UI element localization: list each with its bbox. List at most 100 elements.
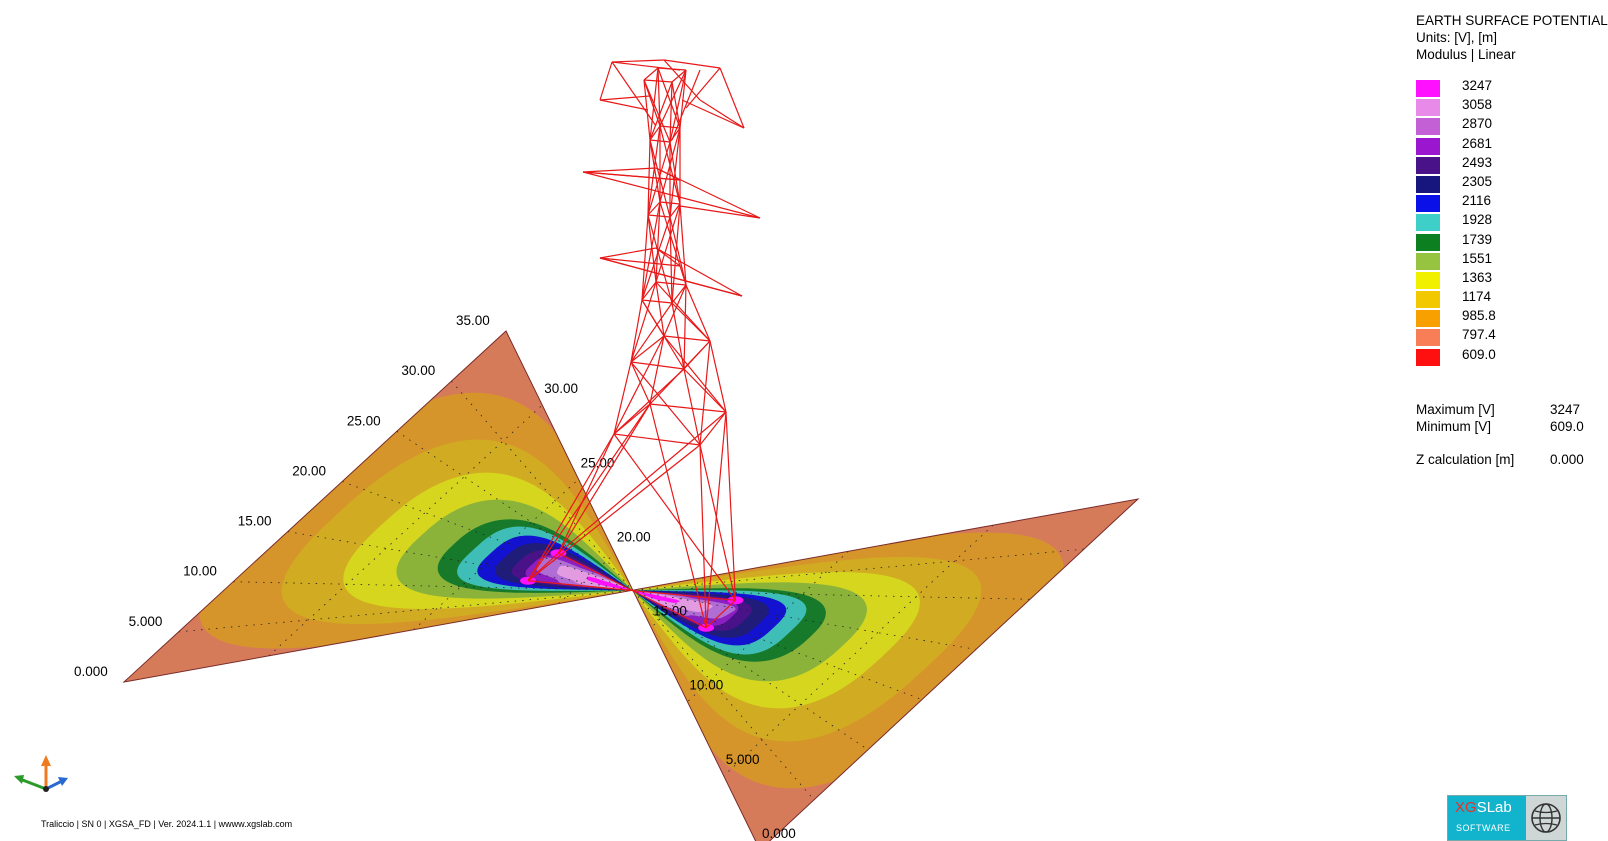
legend-levels: 3247 3058 2870 2681 2493 2305 2116 1928 1739 1551… xyxy=(1416,77,1602,366)
tower-member xyxy=(699,444,707,628)
y-tick-label: 0.000 xyxy=(74,664,108,679)
tower-member xyxy=(527,444,701,582)
globe-icon xyxy=(1526,796,1566,840)
tower-member xyxy=(641,299,665,337)
legend-row: 1928 xyxy=(1416,211,1602,232)
tower-member xyxy=(671,69,701,141)
legend-value: 1928 xyxy=(1462,212,1493,228)
stat-label: Maximum [V] xyxy=(1416,401,1495,417)
tower-member xyxy=(630,335,665,363)
legend-row: 797.4 xyxy=(1416,326,1602,347)
tower-member xyxy=(582,171,761,219)
grid-line xyxy=(396,430,869,751)
tower-member xyxy=(641,281,657,301)
tower-member xyxy=(649,335,665,405)
stat-value: 0.000 xyxy=(1550,451,1584,467)
legend-swatch xyxy=(1416,310,1440,328)
legend-value: 609.0 xyxy=(1462,346,1496,362)
tower-member xyxy=(705,411,727,628)
x-tick-label: 0.000 xyxy=(762,826,796,841)
tower-member xyxy=(709,340,727,413)
plate-outline xyxy=(122,330,1140,841)
legend-swatch xyxy=(1416,329,1440,347)
legend-stats: Maximum [V] 3247 Minimum [V] 609.0 Z calcula… xyxy=(1416,401,1602,468)
tower-member xyxy=(699,444,736,601)
tower-member xyxy=(649,125,661,141)
tower-member xyxy=(657,67,681,129)
tower-member xyxy=(630,299,643,363)
tower-member xyxy=(649,67,659,141)
tower-member xyxy=(655,201,661,283)
legend-row: 609.0 xyxy=(1416,346,1602,366)
tower-member xyxy=(679,203,687,286)
tower-member xyxy=(659,127,681,203)
legend-row: 3247 xyxy=(1416,77,1602,97)
y-tick-label: 20.00 xyxy=(292,463,326,478)
legend-row: 985.8 xyxy=(1416,307,1602,328)
legend-value: 2681 xyxy=(1462,135,1493,151)
legend-swatch xyxy=(1416,99,1440,117)
grid-line xyxy=(178,548,1085,633)
legend-row: 2305 xyxy=(1416,173,1602,193)
tower-member xyxy=(669,81,673,143)
tower-member xyxy=(699,411,727,446)
tower-member xyxy=(527,433,615,582)
tower-member xyxy=(641,216,671,301)
legend-title: EARTH SURFACE POTENTIAL xyxy=(1416,13,1608,28)
stat-label: Z calculation [m] xyxy=(1416,451,1515,467)
tower-member xyxy=(649,403,707,628)
tower-member xyxy=(643,79,661,127)
x-tick-label: 5.000 xyxy=(726,752,760,767)
legend-row: 1551 xyxy=(1416,250,1602,270)
legend-swatch xyxy=(1416,348,1440,366)
tower-member xyxy=(705,599,736,629)
legend-swatch xyxy=(1416,118,1440,136)
tower-member xyxy=(630,361,701,446)
stat-row: Minimum [V] 609.0 xyxy=(1416,418,1602,435)
tower-member xyxy=(599,95,651,101)
status-footer: Traliccio | SN 0 | XGSA_FD | Ver. 2024.1… xyxy=(41,819,293,829)
tower-member xyxy=(582,171,681,181)
legend-swatch xyxy=(1416,233,1440,251)
tower-member xyxy=(641,214,649,301)
tower-member xyxy=(613,335,665,435)
axis-triad-icon[interactable] xyxy=(10,755,70,803)
y-tick-label: 15.00 xyxy=(238,514,272,529)
tower-member xyxy=(611,61,657,127)
tower-member xyxy=(685,67,721,109)
legend-value: 2870 xyxy=(1462,116,1493,132)
legend-value: 2305 xyxy=(1462,173,1493,189)
x-tick-label: 15.00 xyxy=(653,604,687,619)
tower-member xyxy=(683,284,687,370)
legend-swatch xyxy=(1416,137,1440,155)
tower-member xyxy=(681,99,745,129)
legend-swatch xyxy=(1416,252,1440,270)
tower-member xyxy=(669,216,673,304)
y-tick-label: 30.00 xyxy=(401,363,435,378)
tower-member xyxy=(663,335,711,342)
legend-value: 3247 xyxy=(1462,78,1493,93)
grid-line xyxy=(723,524,994,777)
tower-member xyxy=(630,302,673,363)
tower-member xyxy=(699,99,745,129)
stat-label: Minimum [V] xyxy=(1416,418,1492,434)
logo-subtitle: SOFTWARE xyxy=(1456,823,1511,833)
tower-member xyxy=(685,284,711,342)
tower-member xyxy=(613,361,632,435)
legend-row: 2493 xyxy=(1416,154,1602,174)
tower-member xyxy=(655,247,743,297)
tower-member xyxy=(649,81,673,141)
legend-swatch xyxy=(1416,214,1440,232)
tower-member xyxy=(611,61,681,71)
tower-member xyxy=(679,205,761,219)
tower-member xyxy=(599,257,683,281)
tower-member xyxy=(655,281,665,337)
legend-swatch xyxy=(1416,291,1440,309)
stat-row: Z calculation [m] 0.000 xyxy=(1416,451,1602,468)
y-tick-label: 5.000 xyxy=(129,614,163,629)
transmission-tower-wireframe xyxy=(527,59,761,629)
tower-member xyxy=(659,201,687,286)
logo-brand-b: SLab xyxy=(1476,799,1512,816)
